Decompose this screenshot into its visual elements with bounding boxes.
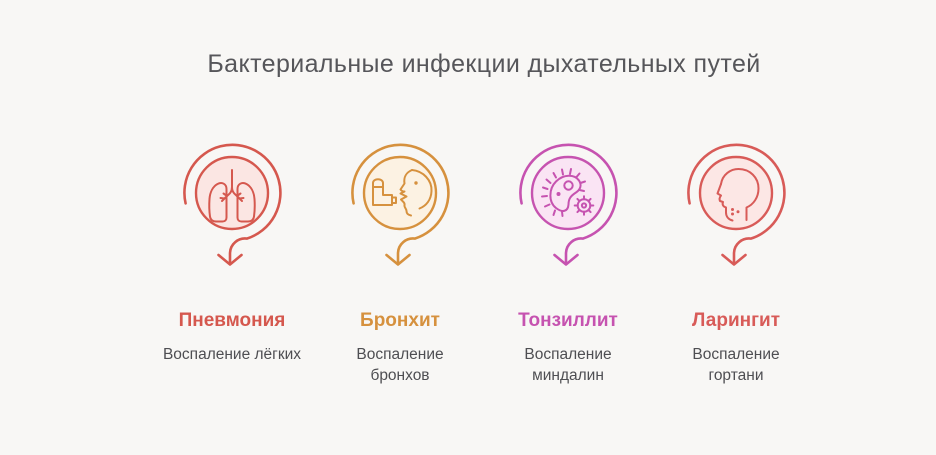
infections-row: Пневмония Воспаление лёгких <box>148 143 820 386</box>
infection-name: Бронхит <box>360 310 440 331</box>
bacteria-art <box>541 168 595 217</box>
head-throat-icon <box>684 143 788 269</box>
arrow-head <box>721 253 747 266</box>
lungs-art <box>208 169 256 223</box>
head-throat-icon-svg <box>687 143 786 266</box>
arrow-head <box>385 253 411 266</box>
icon-disc <box>530 155 606 231</box>
bacteria-icon <box>516 143 620 269</box>
infographic: Бактериальные инфекции дыхательных путей <box>148 0 820 386</box>
infection-name: Ларингит <box>691 310 781 331</box>
spiral-arrow <box>183 143 282 264</box>
icon-disc <box>194 155 270 231</box>
bacteria-icon-svg <box>519 143 618 266</box>
infection-name: Тонзиллит <box>518 310 618 331</box>
spiral-arrow <box>351 143 450 264</box>
inhaler-face-icon-svg <box>351 143 450 266</box>
icon-disc <box>698 155 774 231</box>
infection-pneumonia: Пневмония Воспаление лёгких <box>148 143 316 386</box>
arrow-head <box>553 253 579 266</box>
infection-description: Воспаление гортани <box>692 346 780 384</box>
spiral-arrow <box>519 143 618 264</box>
spiral-arrow <box>687 143 786 264</box>
infection-laryngitis: Ларингит Воспаление гортани <box>652 143 820 386</box>
inhaler-face-icon <box>348 143 452 269</box>
infection-description: Воспаление лёгких <box>162 346 302 363</box>
arrow-head <box>217 253 243 266</box>
infection-description: Воспаление бронхов <box>356 346 444 384</box>
infection-tonsillitis: Тонзиллит Воспаление миндалин <box>484 143 652 386</box>
infection-name: Пневмония <box>178 310 286 331</box>
head-throat-art <box>716 168 760 222</box>
infection-bronchitis: Бронхит Воспаление бронхов <box>316 143 484 386</box>
lungs-icon <box>180 143 284 269</box>
inhaler-face-art <box>372 169 433 217</box>
lungs-icon-svg <box>183 143 282 266</box>
infection-description: Воспаление миндалин <box>524 346 612 384</box>
page-title: Бактериальные инфекции дыхательных путей <box>207 50 761 78</box>
